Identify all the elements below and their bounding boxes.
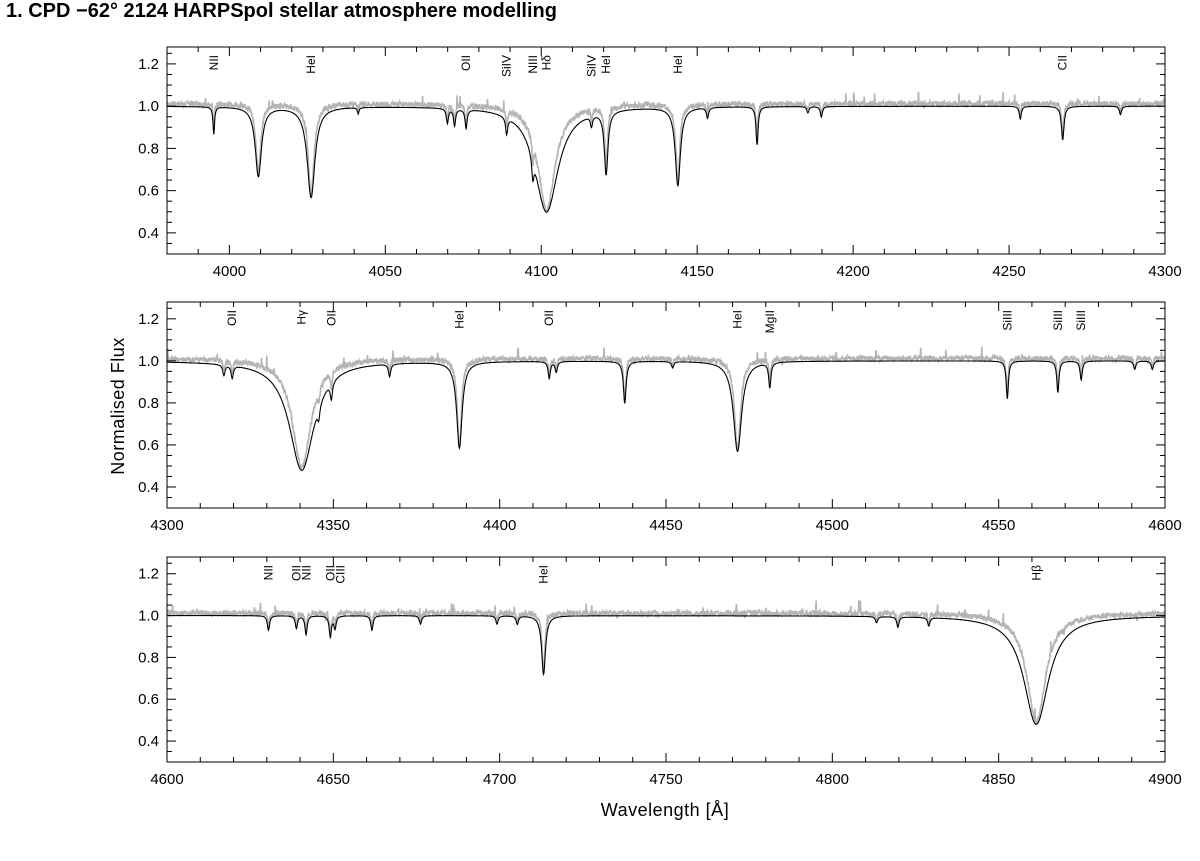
- x-tick-label: 4350: [317, 517, 350, 534]
- line-id-label: SiIII: [1051, 310, 1065, 331]
- plot-frame-2: [166, 301, 1166, 509]
- line-id-label: CII: [1056, 55, 1070, 70]
- y-tick-label: 0.4: [138, 225, 159, 242]
- x-tick-label: 4550: [982, 517, 1015, 534]
- line-id-label: HeI: [731, 310, 745, 329]
- line-id-label: NII: [207, 55, 221, 70]
- line-id-label: HeI: [671, 55, 685, 74]
- y-tick-label: 1.0: [138, 353, 159, 370]
- model-spectrum-3: [167, 615, 1165, 725]
- x-tick-label: 4050: [369, 263, 402, 280]
- x-tick-label: 4600: [1148, 517, 1181, 534]
- x-tick-label: 4150: [681, 263, 714, 280]
- line-id-label: SiIII: [1074, 310, 1088, 331]
- y-tick-label: 1.0: [138, 98, 159, 115]
- x-tick-label: 4300: [150, 517, 183, 534]
- page-title: 1. CPD −62° 2124 HARPSpol stellar atmosp…: [6, 0, 557, 22]
- x-tick-label: 4300: [1148, 263, 1181, 280]
- y-tick-label: 0.6: [138, 691, 159, 708]
- y-tick-label: 1.2: [138, 566, 159, 583]
- x-tick-label: 4750: [649, 771, 682, 788]
- line-id-label: NII: [262, 565, 276, 580]
- line-id-label: HeI: [304, 55, 318, 74]
- model-spectrum-1: [167, 105, 1165, 213]
- line-id-label: HeI: [599, 55, 613, 74]
- plot-frame-3: [166, 556, 1166, 763]
- spectrum-panel-3: 4600 4650 4700 4750 4800 4850 4900 0.4 0.6 0.8 1.0…: [138, 556, 1182, 788]
- y-tick-label: 0.8: [138, 140, 159, 157]
- line-id-label: HeI: [537, 565, 551, 584]
- y-tick-label: 0.4: [138, 479, 159, 496]
- y-tick-label: 0.8: [138, 395, 159, 412]
- x-tick-label: 4800: [816, 771, 849, 788]
- observed-spectrum-2: [167, 346, 1165, 470]
- line-id-label: SiIV: [585, 55, 599, 77]
- y-tick-label: 1.2: [138, 56, 159, 73]
- observed-spectrum-1: [167, 91, 1165, 214]
- line-id-label: HeI: [452, 310, 466, 329]
- plot-frame-1: [166, 46, 1166, 255]
- line-id-label: NII: [299, 565, 313, 580]
- spectrum-panels: 4000 4050 4100 4150 4200 4250 4300 0.4 0.6 0.8 1.0…: [138, 46, 1182, 788]
- spectrum-panel-1: 4000 4050 4100 4150 4200 4250 4300 0.4 0.6 0.8 1.0…: [138, 46, 1182, 280]
- y-tick-label: 0.4: [138, 733, 159, 750]
- x-tick-label: 4600: [150, 771, 183, 788]
- y-tick-label: 0.8: [138, 649, 159, 666]
- x-tick-label: 4000: [213, 263, 246, 280]
- line-id-label: OII: [324, 310, 338, 326]
- x-tick-label: 4450: [649, 517, 682, 534]
- line-id-label: MgII: [763, 310, 777, 333]
- y-axis-label: Normalised Flux: [108, 337, 128, 475]
- line-id-label: Hδ: [540, 55, 554, 71]
- line-id-label: NIII: [526, 55, 540, 74]
- x-axis-label: Wavelength [Å]: [601, 800, 729, 820]
- x-tick-label: 4100: [525, 263, 558, 280]
- line-id-label: Hγ: [295, 310, 309, 325]
- model-spectrum-2: [167, 360, 1165, 471]
- observed-spectrum-3: [167, 600, 1165, 725]
- spectrum-panel-2: 4300 4350 4400 4450 4500 4550 4600 0.4 0.6 0.8 1.0…: [138, 301, 1182, 534]
- x-tick-label: 4250: [992, 263, 1025, 280]
- line-id-label: SiIV: [500, 55, 514, 77]
- x-tick-label: 4700: [483, 771, 516, 788]
- y-tick-label: 1.2: [138, 311, 159, 328]
- line-id-label: OII: [289, 565, 303, 581]
- x-tick-label: 4200: [836, 263, 869, 280]
- y-tick-label: 0.6: [138, 437, 159, 454]
- x-tick-label: 4400: [483, 517, 516, 534]
- x-tick-label: 4650: [317, 771, 350, 788]
- line-id-label: OII: [459, 55, 473, 71]
- line-id-label: CIII: [333, 565, 347, 584]
- line-id-label: OII: [542, 310, 556, 326]
- y-tick-label: 0.6: [138, 183, 159, 200]
- line-id-label: SiIII: [1000, 310, 1014, 331]
- line-id-label: OII: [225, 310, 239, 326]
- y-tick-label: 1.0: [138, 608, 159, 625]
- x-tick-label: 4500: [816, 517, 849, 534]
- x-tick-label: 4850: [982, 771, 1015, 788]
- x-tick-label: 4900: [1148, 771, 1181, 788]
- line-id-label: OII: [323, 565, 337, 581]
- line-id-label: Hβ: [1029, 565, 1043, 581]
